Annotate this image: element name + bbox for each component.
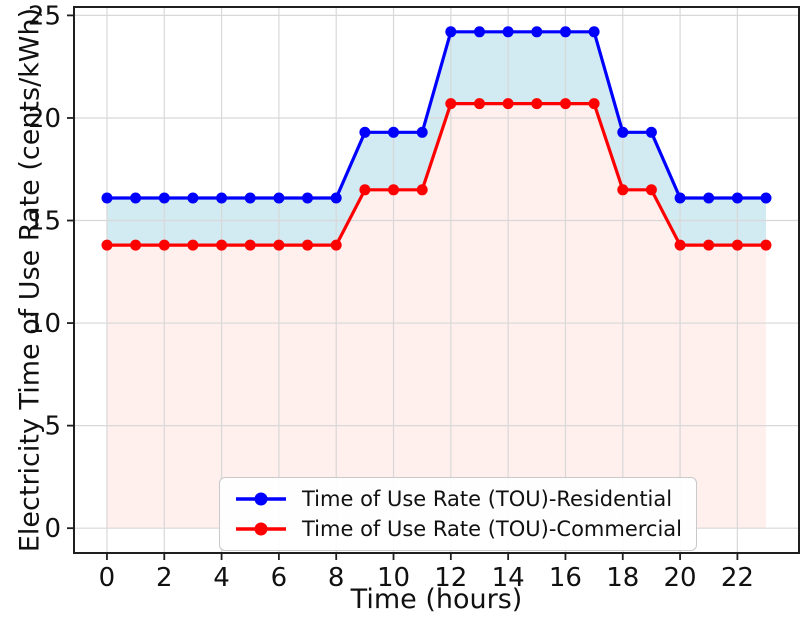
svg-text:14: 14 bbox=[492, 563, 525, 593]
svg-text:10: 10 bbox=[377, 563, 410, 593]
residential-line-marker-icon bbox=[236, 492, 286, 506]
svg-text:16: 16 bbox=[549, 563, 582, 593]
svg-text:20: 20 bbox=[664, 563, 697, 593]
svg-text:12: 12 bbox=[434, 563, 467, 593]
svg-text:18: 18 bbox=[606, 563, 639, 593]
commercial-fill-area bbox=[107, 103, 766, 529]
x-axis-label: Time (hours) bbox=[350, 584, 523, 615]
y-axis-label: Electricity Time of Use Rate (cents/kWh) bbox=[14, 7, 46, 553]
legend: Time of Use Rate (TOU)-Residential Time … bbox=[219, 477, 698, 551]
svg-text:2: 2 bbox=[156, 563, 173, 593]
svg-text:20: 20 bbox=[28, 104, 61, 134]
svg-text:6: 6 bbox=[271, 563, 288, 593]
between-rates-fill-area bbox=[107, 31, 766, 246]
svg-text:0: 0 bbox=[99, 563, 116, 593]
legend-item-commercial: Time of Use Rate (TOU)-Commercial bbox=[234, 515, 682, 543]
svg-text:8: 8 bbox=[328, 563, 345, 593]
svg-text:5: 5 bbox=[44, 412, 61, 442]
legend-item-residential: Time of Use Rate (TOU)-Residential bbox=[234, 485, 682, 513]
commercial-line-marker-icon bbox=[236, 522, 286, 536]
svg-text:22: 22 bbox=[721, 563, 754, 593]
svg-text:10: 10 bbox=[28, 309, 61, 339]
legend-label-commercial: Time of Use Rate (TOU)-Commercial bbox=[302, 517, 683, 541]
svg-text:25: 25 bbox=[28, 1, 61, 31]
legend-label-residential: Time of Use Rate (TOU)-Residential bbox=[302, 487, 673, 511]
svg-text:4: 4 bbox=[213, 563, 230, 593]
svg-text:15: 15 bbox=[28, 207, 61, 237]
svg-text:0: 0 bbox=[44, 514, 61, 544]
